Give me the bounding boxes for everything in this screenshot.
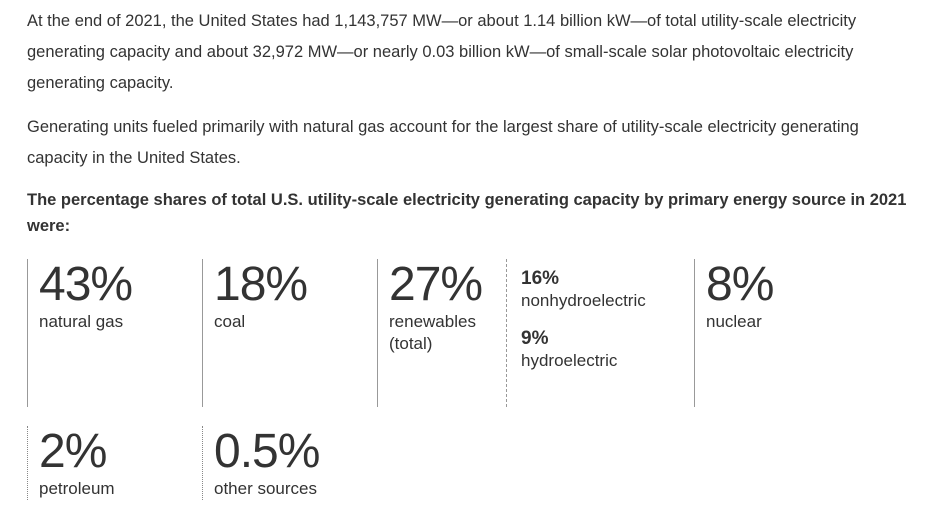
article-content: At the end of 2021, the United States ha… (27, 12, 917, 500)
intro-paragraph: At the end of 2021, the United States ha… (27, 12, 857, 92)
stat-block-renewables-breakdown: 16% nonhydroelectric 9% hydroelectric (506, 259, 694, 407)
stat-value-renewables-total: 27% (389, 258, 483, 311)
sub-value-nonhydroelectric: 16% (521, 268, 560, 289)
stats-heading: The percentage shares of total U.S. util… (27, 191, 907, 235)
sub-label-hydroelectric: hydroelectric (521, 351, 618, 370)
stat-label-natural-gas: natural gas (39, 312, 124, 331)
sub-label-nonhydroelectric: nonhydroelectric (521, 291, 646, 310)
stat-label-nuclear: nuclear (706, 312, 762, 331)
stat-block-coal: 18% coal (202, 259, 377, 407)
sub-value-hydroelectric: 9% (521, 328, 549, 349)
stat-value-natural-gas: 43% (39, 258, 133, 311)
stat-value-other-sources: 0.5% (214, 425, 320, 478)
stat-block-other-sources: 0.5% other sources (202, 426, 377, 500)
stat-value-nuclear: 8% (706, 258, 774, 311)
stats-row-1: 43% natural gas 18% coal 27% renewables … (27, 259, 917, 407)
stat-label-other-sources: other sources (214, 479, 317, 498)
stat-block-nuclear: 8% nuclear (694, 259, 917, 407)
stat-value-petroleum: 2% (39, 425, 107, 478)
stats-row-2: 2% petroleum 0.5% other sources (27, 426, 917, 500)
stat-label-petroleum: petroleum (39, 479, 115, 498)
sub-stat-hydroelectric: 9% hydroelectric (521, 328, 686, 372)
stat-block-natural-gas: 43% natural gas (27, 259, 202, 407)
secondary-paragraph: Generating units fueled primarily with n… (27, 118, 859, 167)
sub-stat-nonhydroelectric: 16% nonhydroelectric (521, 268, 686, 312)
stat-label-coal: coal (214, 312, 246, 331)
stat-label-renewables-total: renewables (total) (389, 312, 476, 353)
stat-block-petroleum: 2% petroleum (27, 426, 202, 500)
stat-block-renewables-total: 27% renewables (total) (377, 259, 506, 407)
stat-value-coal: 18% (214, 258, 308, 311)
